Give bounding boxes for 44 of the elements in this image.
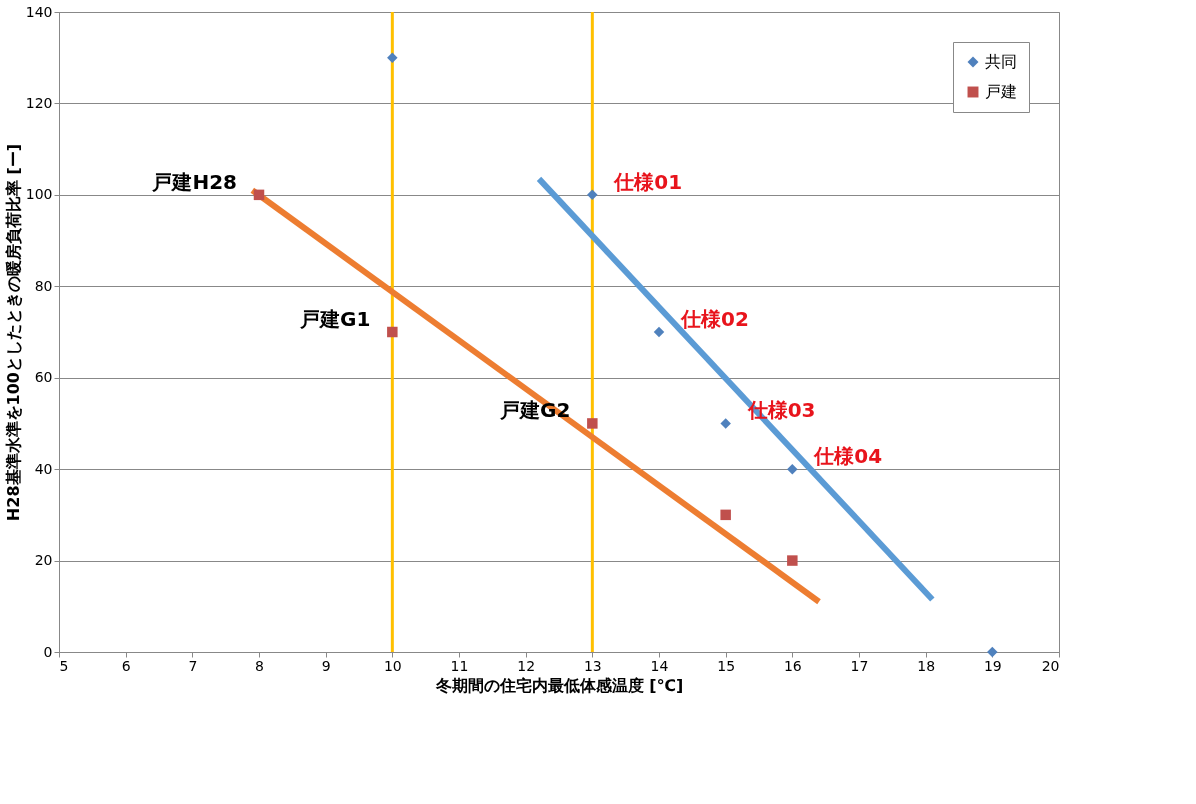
x-tick-label: 5 [59,657,69,674]
x-tick-label: 17 [850,657,869,674]
y-tick-label: 40 [34,460,53,477]
x-tick-label: 15 [717,657,736,674]
y-tick-label: 120 [25,94,53,111]
point [720,418,731,429]
x-tick-label: 19 [983,657,1002,674]
annotation: 仕様01 [613,169,683,194]
legend-label: 戸建 [985,82,1017,101]
x-tick-label: 7 [188,657,198,674]
point [787,463,798,475]
annotation: 仕様02 [680,307,749,331]
point [653,326,665,338]
point [787,555,798,566]
y-tick-label: 140 [25,3,53,20]
x-tick-label: 18 [917,657,936,674]
y-tick-label: 0 [43,643,53,660]
x-tick-label: 20 [1041,657,1060,674]
x-tick-label: 6 [121,657,131,674]
y-tick-label: 60 [34,369,53,386]
x-tick-label: 10 [383,657,402,674]
x-tick-label: 12 [517,657,536,674]
y-tick-label: 100 [25,186,53,203]
y-tick-label: 20 [34,552,53,569]
annotation: 戸建G1 [298,307,371,331]
point [587,418,598,429]
x-tick-label: 16 [783,657,802,674]
y-axis-title: H28基準水準を100としたときの暖房負荷比率 [ー] [3,143,23,522]
annotation: 仕様04 [813,444,883,469]
x-tick-label: 14 [650,657,669,674]
x-tick-label: 13 [583,657,602,674]
legend-label: 共同 [985,52,1017,71]
point [587,189,598,201]
x-tick-label: 11 [450,657,469,674]
x-tick-label: 8 [255,657,264,674]
y-tick-label: 80 [34,277,53,294]
point [720,509,731,521]
point [987,646,998,658]
point [253,189,265,201]
point [387,52,398,63]
x-tick-label: 9 [321,657,331,674]
x-axis-title: 冬期間の住宅内最低体感温度 [℃] [434,675,684,695]
point [387,326,398,338]
annotation: 戸建H28 [151,169,237,194]
